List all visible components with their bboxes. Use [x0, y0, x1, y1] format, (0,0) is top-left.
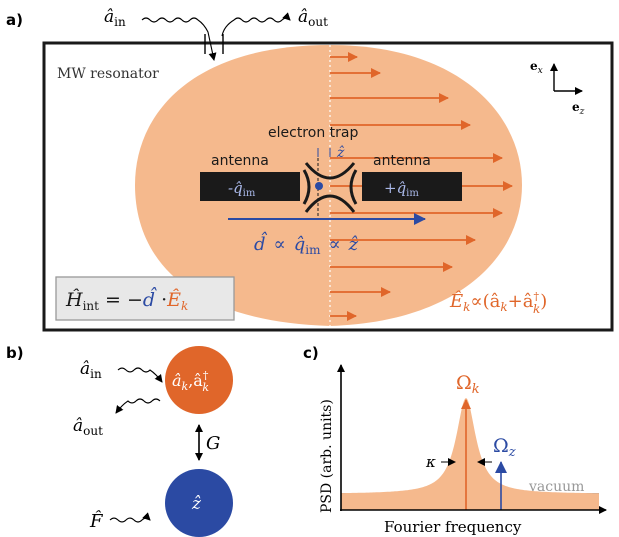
panel-c: c) Ωk Ωz κ vacuum PSD (arb. units) Fouri…	[303, 344, 607, 536]
resonator-label: MW resonator	[57, 66, 159, 82]
panel-c-label: c)	[303, 344, 319, 362]
a-in-label: âin	[104, 7, 126, 29]
q-right-label: +q̂im	[384, 179, 419, 199]
q-left-label: -q̂im	[228, 179, 256, 199]
hamiltonian-text: Ĥint = −d̂ ·Êk	[65, 286, 188, 313]
trap-electrode-right	[349, 169, 358, 205]
b-a-in-label: âin	[80, 359, 102, 381]
mechanical-mode-label: ẑ	[191, 494, 202, 514]
input-wave	[141, 17, 217, 61]
force-wave	[109, 512, 151, 523]
b-output-wave	[115, 398, 161, 414]
trap-electrode-bottom	[304, 194, 356, 213]
trap-electrode-left	[302, 169, 311, 205]
z-hat-small: ẑ	[336, 144, 345, 161]
field-lobe	[135, 45, 522, 326]
output-wave	[221, 12, 291, 37]
axis-z-label: ez	[572, 100, 585, 117]
electron-dot	[315, 182, 323, 190]
panel-b: b) âin âout âk,â† k G ẑ F̂	[6, 344, 233, 537]
antenna-right	[362, 172, 462, 201]
trap-electrode-top	[304, 162, 356, 180]
panel-b-label: b)	[6, 344, 24, 362]
b-a-out-label: âout	[73, 416, 103, 438]
psd-curve	[341, 398, 599, 510]
mechanical-mode-node	[165, 469, 233, 537]
dipole-relation: d̂ ∝ q̂im ∝ ẑ	[254, 230, 359, 257]
antenna-right-label: antenna	[373, 153, 431, 169]
force-label: F̂	[89, 510, 104, 532]
cavity-mode-node	[165, 346, 233, 414]
antenna-left-label: antenna	[211, 153, 269, 169]
vacuum-label: vacuum	[528, 479, 584, 495]
resonator-box	[42, 41, 614, 332]
panel-a-label: a)	[6, 11, 23, 29]
kappa-label: κ	[425, 453, 436, 471]
a-out-label: âout	[298, 7, 328, 29]
omega-z-label: Ωz	[493, 435, 516, 460]
coupling-label: G	[206, 433, 220, 454]
axis-x-label: ex	[530, 59, 543, 76]
field-expression: Êk∝(âk+â† k)	[449, 289, 547, 316]
psd-y-label: PSD (arb. units)	[319, 399, 335, 513]
electron-trap-label: electron trap	[268, 125, 358, 141]
cavity-mode-label: âk,â† k	[172, 369, 209, 394]
omega-k-label: Ωk	[456, 372, 480, 397]
b-input-wave	[117, 367, 163, 383]
psd-x-label: Fourier frequency	[384, 518, 522, 536]
antenna-left	[200, 172, 300, 201]
hamiltonian-box	[55, 276, 235, 321]
panel-a: a) âin âout MW resonator ex ez	[6, 7, 614, 332]
